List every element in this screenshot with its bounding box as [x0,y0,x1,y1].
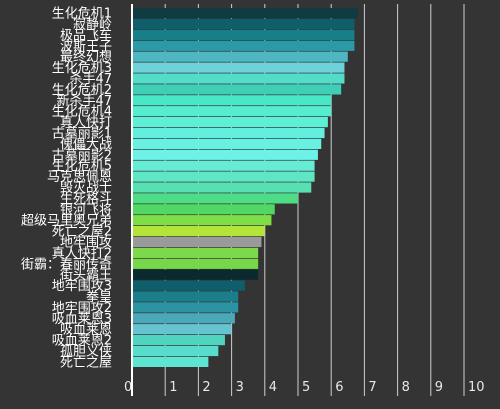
category-label-7: 生化危机2 [52,83,112,98]
x-tick-5: 5 [302,380,310,395]
bar-13 [132,149,318,160]
bar-26 [132,291,239,302]
category-labels: 生化危机1寂静岭极品飞车波斯王子最终幻想生化危机3杀手47生化危机2新杀手47生… [21,7,112,371]
category-label-0: 生化危机1 [52,7,112,22]
x-tick-8: 8 [402,380,410,395]
bar-12 [132,138,322,149]
bar-17 [132,193,298,204]
category-label-6: 杀手47 [69,72,112,87]
bar-30 [132,335,225,346]
category-label-5: 生化危机3 [52,61,112,76]
category-label-9: 生化危机4 [52,105,112,120]
category-label-19: 超级马里奥兄弟 [21,214,112,229]
x-tick-2: 2 [202,380,210,395]
x-tick-7: 7 [368,380,376,395]
bar-4 [132,51,348,62]
category-label-14: 生化危机5 [52,159,112,174]
category-label-20: 死亡之屋2 [52,225,112,240]
bar-8 [132,95,332,106]
category-label-11: 古墓丽影1 [52,127,112,142]
x-tick-3: 3 [236,380,244,395]
category-label-3: 波斯王子 [60,39,112,54]
category-label-25: 地牢围攻3 [52,279,112,294]
x-tick-6: 6 [335,380,343,395]
x-tick-4: 4 [269,380,277,395]
bar-9 [132,106,332,117]
bar-23 [132,258,259,269]
bar-2 [132,29,355,40]
bar-28 [132,313,235,324]
category-label-13: 古墓丽影2 [52,148,112,163]
bar-21 [132,236,262,248]
x-tick-10: 10 [468,380,485,395]
bar-11 [132,127,325,139]
category-label-2: 极品飞车 [60,27,112,43]
category-label-10: 真人快打 [60,116,112,131]
category-label-1: 寂静岭 [73,17,112,33]
category-label-24: 街头霸王 [60,268,112,283]
category-label-26: 拳皇 [86,289,112,305]
category-label-15: 马克思佩恩 [47,170,112,185]
category-label-27: 地牢围攻2 [52,301,112,316]
bar-22 [132,247,259,258]
x-tick-labels: 0 1 2 3 4 5 6 7 8 9 10 [124,380,485,395]
bar-5 [132,62,345,73]
category-label-32: 死亡之屋 [60,355,112,370]
bar-0 [132,8,358,19]
category-label-29: 吸血莱恩 [60,323,112,338]
category-label-17: 生死格斗 [60,191,112,207]
bar-32 [132,356,209,367]
category-label-12: 傀儡大战 [60,136,112,152]
bar-20 [132,226,265,237]
category-label-16: 毁灭战士 [60,181,112,196]
category-label-18: 银河飞将 [60,203,112,218]
category-label-8: 新杀手47 [56,93,112,109]
bar-14 [132,160,315,171]
bar-19 [132,215,272,226]
bar-6 [132,73,345,84]
category-label-30: 吸血莱恩2 [52,334,112,349]
x-tick-1: 1 [169,380,177,395]
bar-1 [132,18,355,30]
bar-29 [132,324,232,335]
category-label-4: 最终幻想 [60,49,112,65]
bar-10 [132,117,328,128]
bar-15 [132,171,315,182]
category-label-28: 吸血莱恩3 [52,312,112,327]
bar-31 [132,345,219,357]
bar-18 [132,204,275,215]
bar-25 [132,280,245,291]
bar-24 [132,269,259,280]
bar-3 [132,40,355,51]
bars [132,8,358,367]
category-label-31: 孤胆义侠 [60,345,112,360]
category-label-21: 地牢围攻 [60,236,112,251]
x-tick-9: 9 [435,380,443,395]
bar-7 [132,84,342,95]
bar-16 [132,182,312,193]
category-label-23: 街霸：春丽传奇 [21,256,112,272]
x-tick-0: 0 [124,380,132,395]
category-label-22: 真人快打2 [52,246,112,261]
bar-27 [132,302,239,313]
